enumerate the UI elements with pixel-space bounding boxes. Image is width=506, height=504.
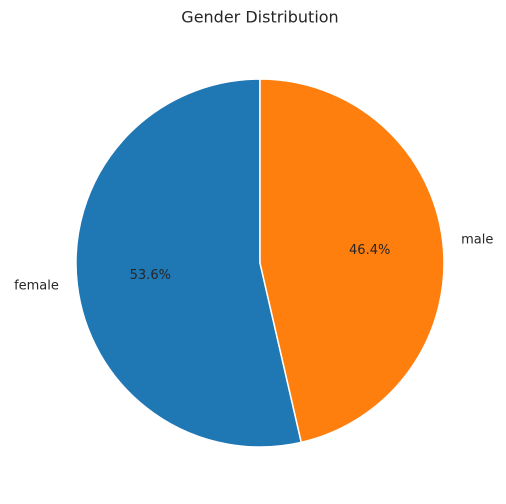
value-label: 46.4% [349,243,390,258]
pie-slice [259,78,445,444]
category-label: female [14,278,59,293]
chart-title: Gender Distribution [181,8,338,27]
category-label: male [461,233,493,248]
pie-slice [75,78,303,448]
value-label: 53.6% [130,268,171,283]
